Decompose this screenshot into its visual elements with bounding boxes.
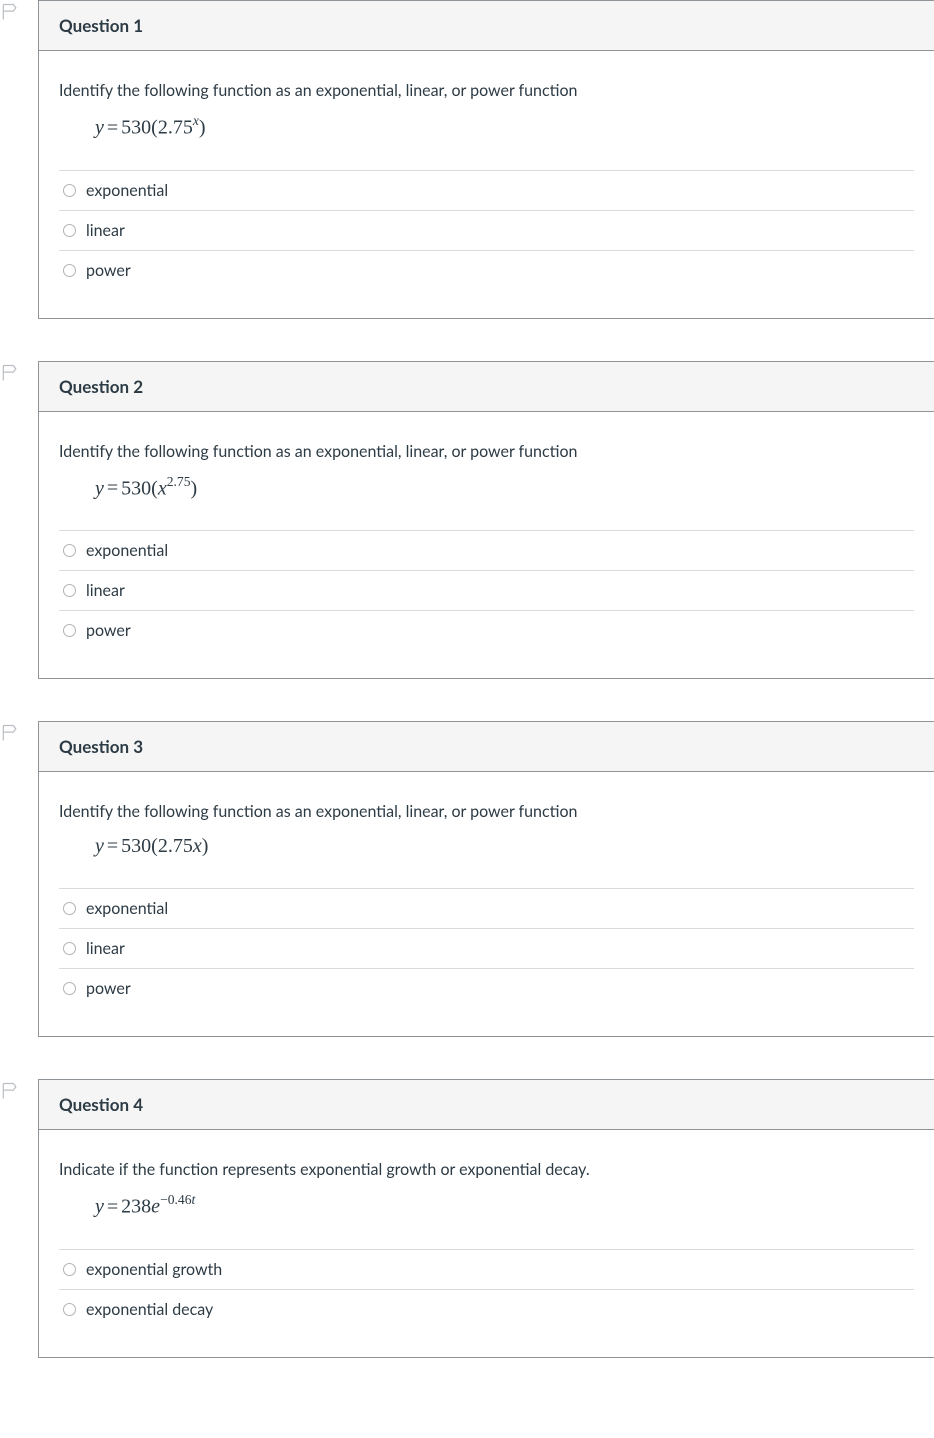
question-block: Question 3 Identify the following functio… bbox=[0, 721, 934, 1037]
question-body: Indicate if the function represents expo… bbox=[39, 1130, 934, 1357]
question-card: Question 2 Identify the following functio… bbox=[38, 361, 934, 680]
flag-icon[interactable] bbox=[0, 7, 20, 26]
option-row[interactable]: exponential bbox=[59, 889, 914, 929]
option-radio[interactable] bbox=[63, 902, 76, 915]
option-radio[interactable] bbox=[63, 982, 76, 995]
option-radio[interactable] bbox=[63, 1303, 76, 1316]
question-equation: y=530(2.75x) bbox=[59, 829, 914, 874]
option-row[interactable]: linear bbox=[59, 929, 914, 969]
question-title: Question 2 bbox=[39, 362, 934, 412]
option-label: linear bbox=[86, 581, 125, 600]
option-radio[interactable] bbox=[63, 1263, 76, 1276]
question-equation: y=530(x2.75) bbox=[59, 469, 914, 517]
question-block: Question 1 Identify the following functio… bbox=[0, 0, 934, 319]
option-row[interactable]: power bbox=[59, 969, 914, 1008]
question-equation: y=238e−0.46t bbox=[59, 1187, 914, 1235]
option-row[interactable]: power bbox=[59, 611, 914, 650]
flag-icon[interactable] bbox=[0, 368, 20, 387]
option-label: exponential bbox=[86, 181, 168, 200]
option-label: exponential bbox=[86, 899, 168, 918]
option-label: exponential bbox=[86, 541, 168, 560]
option-row[interactable]: exponential bbox=[59, 171, 914, 211]
option-label: power bbox=[86, 261, 131, 280]
question-prompt: Identify the following function as an ex… bbox=[59, 802, 914, 821]
question-card: Question 1 Identify the following functio… bbox=[38, 0, 934, 319]
question-body: Identify the following function as an ex… bbox=[39, 51, 934, 318]
option-radio[interactable] bbox=[63, 184, 76, 197]
question-equation: y=530(2.75x) bbox=[59, 108, 914, 156]
option-row[interactable]: power bbox=[59, 251, 914, 290]
option-row[interactable]: exponential bbox=[59, 531, 914, 571]
options-list: exponential linear power bbox=[59, 888, 914, 1008]
option-radio[interactable] bbox=[63, 544, 76, 557]
option-row[interactable]: exponential growth bbox=[59, 1250, 914, 1290]
option-radio[interactable] bbox=[63, 942, 76, 955]
option-label: linear bbox=[86, 221, 125, 240]
option-label: linear bbox=[86, 939, 125, 958]
question-body: Identify the following function as an ex… bbox=[39, 412, 934, 679]
flag-icon[interactable] bbox=[0, 1086, 20, 1105]
question-block: Question 2 Identify the following functio… bbox=[0, 361, 934, 680]
question-prompt: Identify the following function as an ex… bbox=[59, 442, 914, 461]
question-block: Question 4 Indicate if the function repre… bbox=[0, 1079, 934, 1358]
option-label: power bbox=[86, 621, 131, 640]
question-card: Question 4 Indicate if the function repre… bbox=[38, 1079, 934, 1358]
option-radio[interactable] bbox=[63, 224, 76, 237]
question-prompt: Indicate if the function represents expo… bbox=[59, 1160, 914, 1179]
flag-icon[interactable] bbox=[0, 728, 20, 747]
option-row[interactable]: exponential decay bbox=[59, 1290, 914, 1329]
option-row[interactable]: linear bbox=[59, 571, 914, 611]
option-label: power bbox=[86, 979, 131, 998]
question-card: Question 3 Identify the following functio… bbox=[38, 721, 934, 1037]
option-radio[interactable] bbox=[63, 264, 76, 277]
flag-column bbox=[0, 361, 38, 387]
option-radio[interactable] bbox=[63, 584, 76, 597]
question-title: Question 1 bbox=[39, 1, 934, 51]
option-radio[interactable] bbox=[63, 624, 76, 637]
options-list: exponential growth exponential decay bbox=[59, 1249, 914, 1329]
option-label: exponential growth bbox=[86, 1260, 222, 1279]
question-prompt: Identify the following function as an ex… bbox=[59, 81, 914, 100]
flag-column bbox=[0, 1079, 38, 1105]
option-row[interactable]: linear bbox=[59, 211, 914, 251]
options-list: exponential linear power bbox=[59, 530, 914, 650]
flag-column bbox=[0, 721, 38, 747]
question-title: Question 3 bbox=[39, 722, 934, 772]
option-label: exponential decay bbox=[86, 1300, 213, 1319]
flag-column bbox=[0, 0, 38, 26]
question-title: Question 4 bbox=[39, 1080, 934, 1130]
options-list: exponential linear power bbox=[59, 170, 914, 290]
question-body: Identify the following function as an ex… bbox=[39, 772, 934, 1036]
